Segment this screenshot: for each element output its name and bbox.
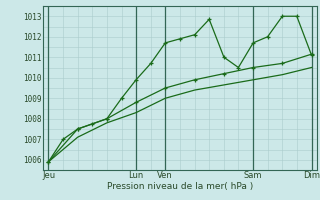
X-axis label: Pression niveau de la mer( hPa ): Pression niveau de la mer( hPa ) bbox=[107, 182, 253, 191]
